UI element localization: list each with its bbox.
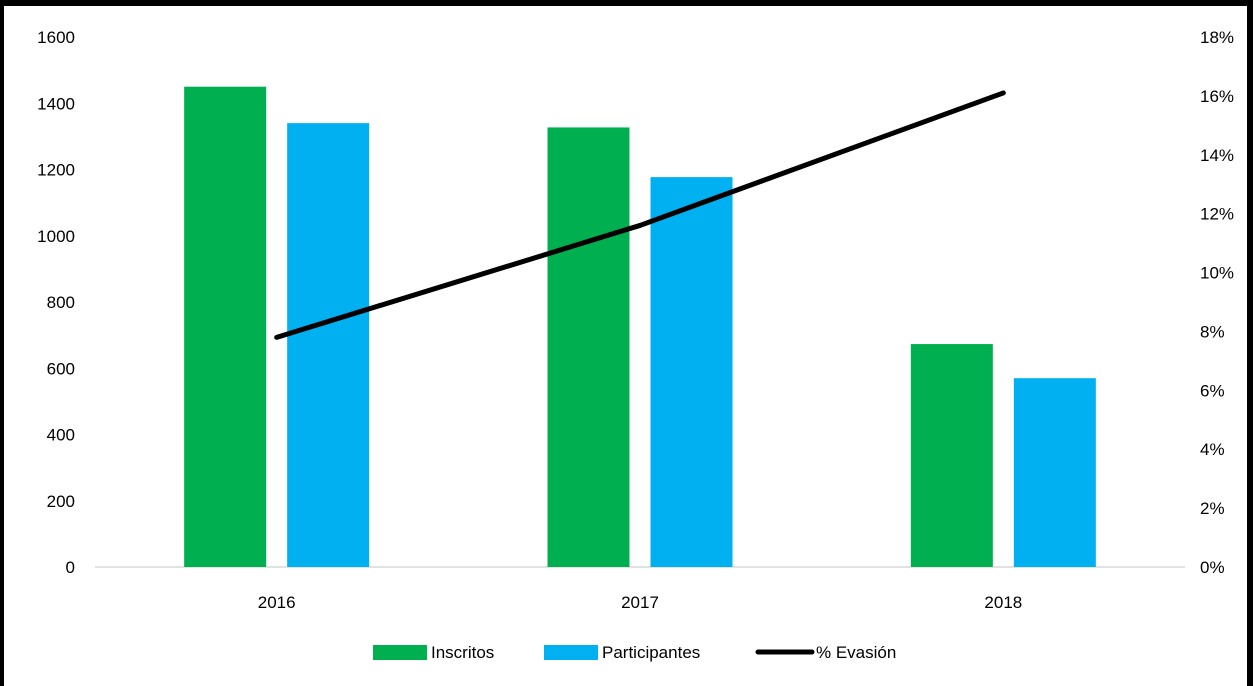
right-tick-label: 14% — [1200, 146, 1234, 165]
right-tick-label: 6% — [1200, 381, 1225, 400]
left-axis-ticks: 0 200 400 600 800 1000 1200 1400 1600 — [37, 28, 75, 577]
evasion-line — [274, 90, 1006, 340]
legend: Inscritos Participantes % Evasión — [373, 643, 896, 662]
right-tick-label: 8% — [1200, 322, 1225, 341]
bar-participantes-2017 — [650, 177, 733, 567]
left-tick-label: 800 — [47, 293, 75, 312]
left-tick-label: 1200 — [37, 161, 75, 180]
legend-label-participantes: Participantes — [602, 643, 700, 662]
left-tick-label: 400 — [47, 426, 75, 445]
right-tick-label: 2% — [1200, 499, 1225, 518]
bar-participantes-2018 — [1013, 378, 1096, 567]
right-axis-ticks: 0% 2% 4% 6% 8% 10% 12% 14% 16% 18% — [1200, 28, 1234, 577]
legend-swatch-participantes — [544, 645, 598, 660]
bar-participantes-2016 — [287, 123, 370, 567]
bars — [184, 86, 1096, 568]
right-tick-label: 0% — [1200, 558, 1225, 577]
x-axis-ticks: 2016 2017 2018 — [258, 593, 1022, 612]
right-tick-label: 16% — [1200, 87, 1234, 106]
bar-inscritos-2016 — [184, 86, 267, 567]
left-tick-label: 1000 — [37, 227, 75, 246]
line-series-evasion — [274, 90, 1006, 340]
right-tick-label: 4% — [1200, 440, 1225, 459]
legend-label-inscritos: Inscritos — [431, 643, 494, 662]
left-tick-label: 1400 — [37, 94, 75, 113]
left-tick-label: 200 — [47, 492, 75, 511]
x-tick-label: 2016 — [258, 593, 296, 612]
x-tick-label: 2017 — [621, 593, 659, 612]
right-tick-label: 18% — [1200, 28, 1234, 47]
x-tick-label: 2018 — [984, 593, 1022, 612]
left-tick-label: 0 — [66, 558, 75, 577]
right-tick-label: 12% — [1200, 205, 1234, 224]
left-tick-label: 1600 — [37, 28, 75, 47]
legend-swatch-inscritos — [373, 645, 427, 660]
bar-inscritos-2017 — [547, 127, 630, 568]
legend-label--evasi-n: % Evasión — [816, 643, 896, 662]
bar-inscritos-2018 — [910, 344, 993, 567]
right-tick-label: 10% — [1200, 264, 1234, 283]
left-tick-label: 600 — [47, 359, 75, 378]
